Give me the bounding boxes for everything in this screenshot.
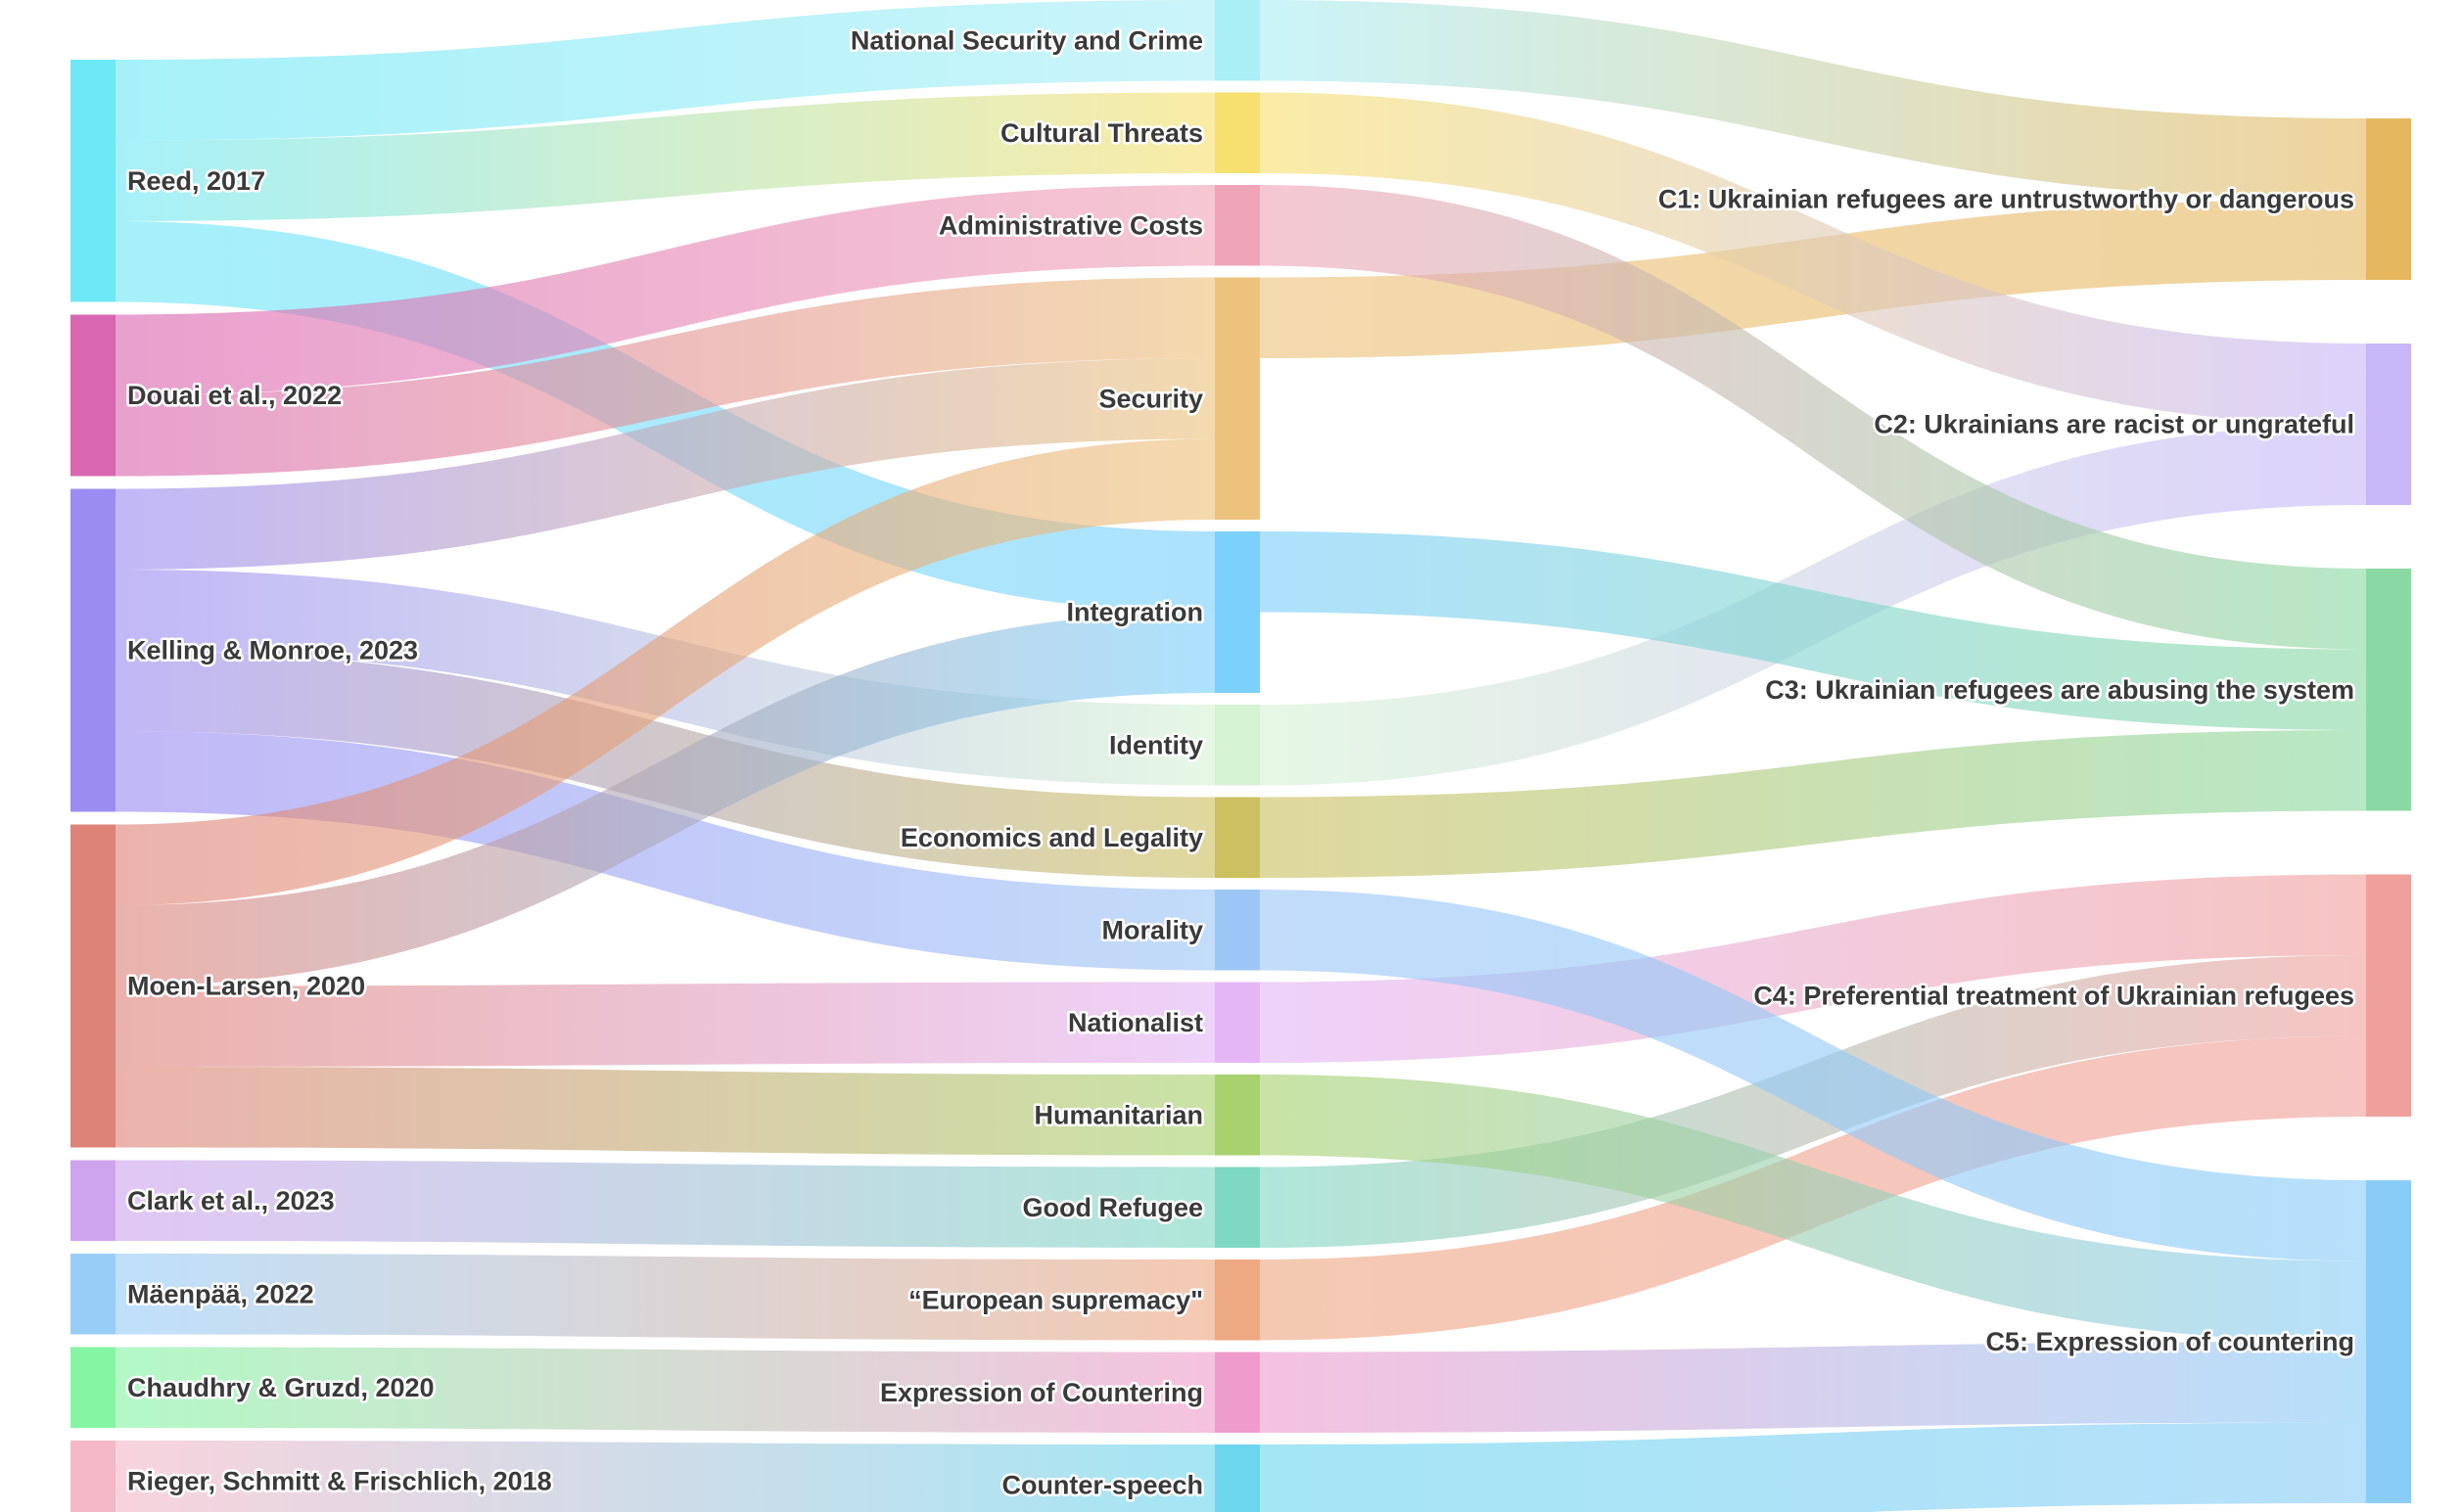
node-label-identity: Identity (1109, 730, 1203, 759)
node-nationalist[interactable] (1215, 982, 1260, 1064)
node-admin[interactable] (1215, 185, 1260, 266)
node-exprc[interactable] (1215, 1352, 1260, 1434)
link-maenpaa-to-eusup[interactable] (116, 1254, 1215, 1341)
node-label-rieger: Rieger, Schmitt & Frischlich, 2018 (127, 1466, 552, 1495)
link-chaudhry-to-exprc[interactable] (116, 1347, 1215, 1434)
node-moen[interactable] (70, 824, 116, 1148)
node-label-admin: Administrative Costs (939, 210, 1203, 240)
node-label-exprc: Expression of Countering (880, 1378, 1203, 1407)
node-eusup[interactable] (1215, 1260, 1260, 1341)
link-admin-to-c3[interactable] (1260, 185, 2366, 650)
node-label-chaudhry: Chaudhry & Gruzd, 2020 (127, 1373, 435, 1402)
node-integration[interactable] (1215, 531, 1260, 693)
node-counter[interactable] (1215, 1444, 1260, 1512)
node-econ[interactable] (1215, 797, 1260, 879)
link-integration-to-c3[interactable] (1260, 531, 2366, 730)
node-rieger[interactable] (70, 1441, 116, 1512)
node-label-integration: Integration (1067, 598, 1204, 627)
node-reed[interactable] (70, 60, 116, 302)
link-kelling-to-security[interactable] (116, 358, 1215, 570)
node-identity[interactable] (1215, 705, 1260, 786)
node-kelling[interactable] (70, 488, 116, 812)
link-douai-to-admin[interactable] (116, 185, 1215, 395)
link-nationalist-to-c4[interactable] (1260, 874, 2366, 1064)
link-humanitarian-to-c5[interactable] (1260, 1075, 2366, 1342)
node-label-goodref: Good Refugee (1022, 1193, 1203, 1222)
node-natsec[interactable] (1215, 0, 1260, 81)
node-goodref[interactable] (1215, 1167, 1260, 1249)
node-label-douai: Douai et al., 2022 (127, 381, 342, 410)
link-reed-to-cultural[interactable] (116, 92, 1215, 222)
node-label-moen: Moen-Larsen, 2020 (127, 972, 365, 1001)
nodes-layer (70, 0, 2411, 1512)
node-label-humanitarian: Humanitarian (1034, 1100, 1203, 1129)
link-morality-to-c5[interactable] (1260, 890, 2366, 1261)
link-rieger-to-counter[interactable] (116, 1441, 1215, 1512)
node-c5[interactable] (2366, 1180, 2411, 1503)
node-c4[interactable] (2366, 874, 2411, 1118)
node-c2[interactable] (2366, 344, 2411, 505)
node-maenpaa[interactable] (70, 1254, 116, 1335)
links-layer (116, 0, 2366, 1512)
node-label-c1: C1: Ukrainian refugees are untrustworthy… (1658, 185, 2354, 214)
node-security[interactable] (1215, 277, 1260, 521)
link-moen-to-humanitarian[interactable] (116, 1067, 1215, 1156)
node-label-reed: Reed, 2017 (127, 166, 265, 196)
node-cultural[interactable] (1215, 92, 1260, 174)
link-cultural-to-c2[interactable] (1260, 92, 2366, 425)
link-moen-to-security[interactable] (116, 438, 1215, 906)
node-label-morality: Morality (1101, 915, 1203, 944)
node-chaudhry[interactable] (70, 1347, 116, 1429)
node-humanitarian[interactable] (1215, 1075, 1260, 1156)
node-label-counter: Counter-speech (1001, 1470, 1203, 1499)
link-douai-to-security[interactable] (116, 277, 1215, 477)
node-label-kelling: Kelling & Monroe, 2023 (127, 636, 418, 665)
link-counter-to-c5[interactable] (1260, 1422, 2366, 1512)
node-label-c5: C5: Expression of countering (1985, 1327, 2354, 1356)
node-c1[interactable] (2366, 118, 2411, 280)
node-label-c4: C4: Preferential treatment of Ukrainian … (1753, 981, 2354, 1010)
labels-layer: Reed, 2017 Douai et al., 2022 Kelling & Mo… (125, 23, 2357, 1502)
node-label-cultural: Cultural Threats (1000, 118, 1203, 148)
link-natsec-to-c1[interactable] (1260, 0, 2366, 200)
node-label-econ: Economics and Legality (901, 823, 1203, 852)
node-label-eusup: “European supremacy" (908, 1285, 1203, 1314)
node-c3[interactable] (2366, 569, 2411, 811)
link-clark-to-goodref[interactable] (116, 1160, 1215, 1249)
node-label-c2: C2: Ukrainians are racist or ungrateful (1874, 410, 2354, 439)
node-label-c3: C3: Ukrainian refugees are abusing the s… (1765, 675, 2354, 705)
link-exprc-to-c5[interactable] (1260, 1342, 2366, 1433)
node-morality[interactable] (1215, 890, 1260, 971)
link-econ-to-c3[interactable] (1260, 730, 2366, 878)
node-label-nationalist: Nationalist (1068, 1008, 1203, 1037)
node-label-natsec: National Security and Crime (851, 25, 1203, 55)
node-label-security: Security (1098, 384, 1203, 413)
link-moen-to-integration[interactable] (116, 612, 1215, 986)
node-label-maenpaa: Mäenpää, 2022 (127, 1279, 314, 1308)
node-douai[interactable] (70, 314, 116, 477)
link-moen-to-nationalist[interactable] (116, 982, 1215, 1068)
node-label-clark: Clark et al., 2023 (127, 1186, 335, 1215)
node-clark[interactable] (70, 1160, 116, 1242)
link-reed-to-natsec[interactable] (116, 0, 1215, 141)
